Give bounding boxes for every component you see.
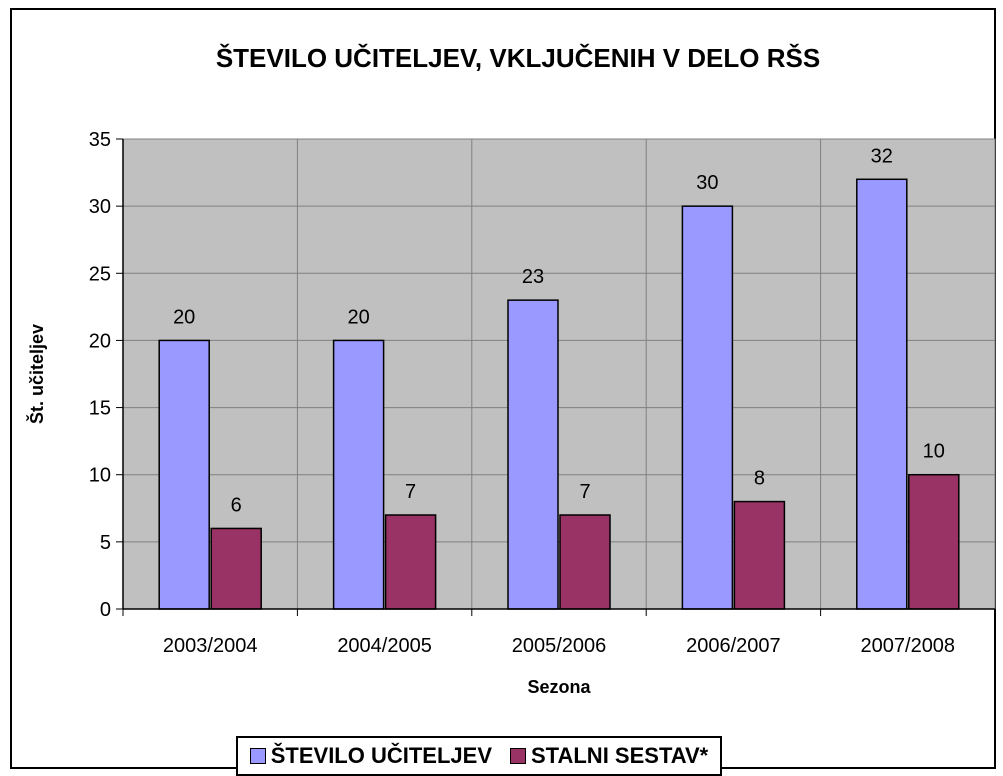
y-axis-title: Št. učiteljev [26,324,47,424]
grid-lines [123,139,995,609]
x-tick-label: 2003/2004 [163,635,258,657]
data-label: 6 [231,494,242,516]
data-label: 10 [923,441,945,463]
y-tick-label: 30 [89,196,111,218]
y-tick-label: 10 [89,465,111,487]
x-tick-label: 2005/2006 [512,635,607,657]
y-tick-label: 0 [100,599,111,621]
data-label: 32 [871,145,893,167]
legend: ŠTEVILO UČITELJEV STALNI SESTAV* [236,736,722,776]
bar-stalni-sestav [210,527,262,610]
data-label: 7 [405,481,416,503]
legend-label-stalni-sestav: STALNI SESTAV* [531,743,709,768]
legend-swatch-stevilo-uciteljev [249,748,266,764]
bar-stalni-sestav [384,514,437,610]
bar-stalni-sestav [733,500,786,610]
data-label: 8 [754,468,765,490]
bar-stevilo-uciteljev [158,339,210,610]
x-tick-label: 2006/2007 [686,635,781,657]
bar-stalni-sestav [559,514,611,610]
data-labels: 20 20 23 30 32 6 7 7 8 10 [173,145,945,516]
y-axis: 0 5 10 15 20 25 30 35 [89,129,124,621]
data-label: 30 [696,172,718,194]
chart-title: ŠTEVILO UČITELJEV, VKLJUČENIH V DELO RŠS [216,43,820,73]
data-label: 20 [347,306,369,328]
bar-stevilo-uciteljev [332,339,385,610]
data-label: 20 [173,306,195,328]
y-tick-label: 20 [89,330,111,352]
x-tick-label: 2004/2005 [337,635,432,657]
legend-item-stalni-sestav: STALNI SESTAV* [510,743,708,769]
bar-stevilo-uciteljev [856,178,908,610]
bar-stalni-sestav [908,473,960,610]
data-label: 23 [522,266,544,288]
x-axis: 2003/2004 2004/2005 2005/2006 2006/2007 2007… [122,608,996,657]
bars [158,178,960,610]
legend-label-stevilo-uciteljev: ŠTEVILO UČITELJEV [270,743,492,768]
bar-stevilo-uciteljev [507,299,559,610]
legend-item-stevilo-uciteljev: ŠTEVILO UČITELJEV [249,743,492,769]
y-tick-label: 35 [89,129,111,151]
y-tick-label: 5 [100,532,111,554]
legend-swatch-stalni-sestav [510,748,526,764]
plot-area [122,138,996,610]
x-tick-label: 2007/2008 [861,635,956,657]
x-axis-title: Sezona [527,677,591,697]
bar-stevilo-uciteljev [681,205,734,610]
y-tick-label: 25 [89,263,111,285]
y-tick-label: 15 [89,398,111,420]
data-label: 7 [579,481,590,503]
